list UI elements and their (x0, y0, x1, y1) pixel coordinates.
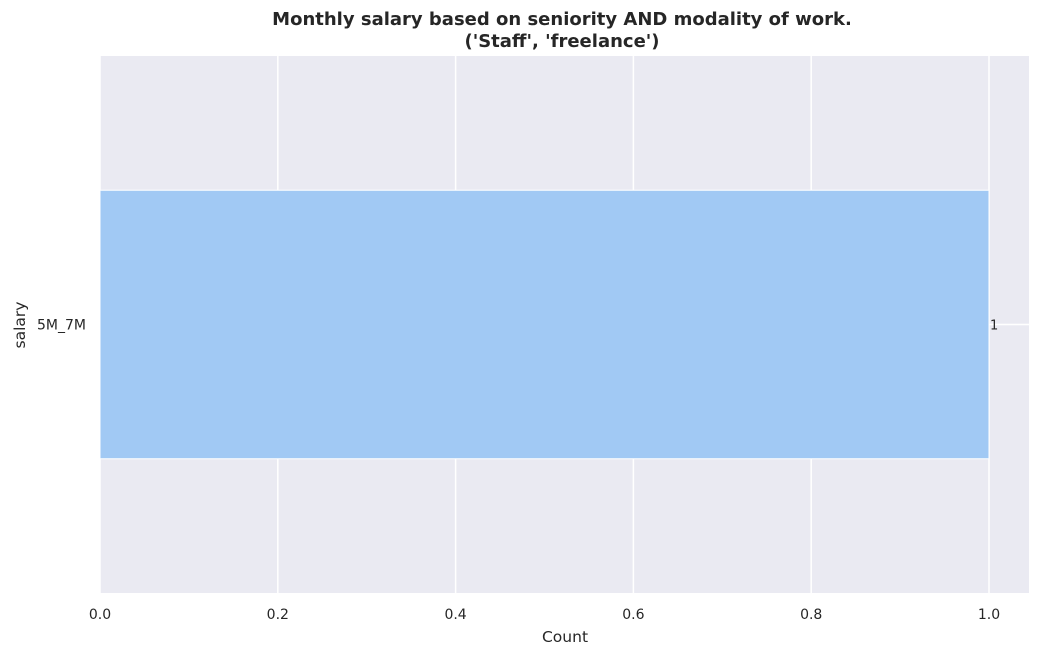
x-tick-label: 0.0 (89, 607, 111, 623)
chart-subtitle: ('Staff', 'freelance') (464, 31, 659, 52)
bar-value-label: 1 (990, 319, 998, 334)
chart-title: Monthly salary based on seniority AND mo… (272, 9, 852, 30)
x-tick-label: 0.2 (267, 607, 289, 623)
x-axis-label: Count (542, 628, 588, 646)
x-tick-label: 0.8 (800, 607, 822, 623)
x-tick-label: 1.0 (978, 607, 1000, 623)
x-tick-label: 0.6 (622, 607, 644, 623)
y-axis-ticks: 5M_7M (37, 318, 86, 334)
bars (99, 189, 990, 460)
y-axis-label: salary (11, 302, 29, 349)
x-axis-ticks: 0.0 0.2 0.4 0.6 0.8 1.0 (89, 607, 1000, 623)
y-tick-label: 5M_7M (37, 318, 86, 334)
bar (99, 189, 990, 460)
data-labels: 1 (990, 319, 998, 334)
x-tick-label: 0.4 (444, 607, 466, 623)
